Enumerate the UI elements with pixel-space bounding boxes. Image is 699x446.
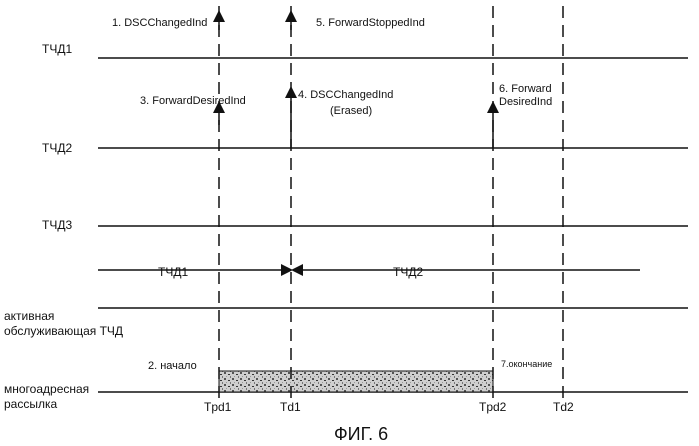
row-label-tchd3: ТЧД3	[42, 218, 72, 232]
event-label-4-line1: 4. DSCChangedInd	[298, 89, 393, 101]
row-label-multicast-1: многоадресная	[4, 382, 89, 396]
event-label-7: 7.окончание	[501, 359, 552, 369]
time-label-tpd1: Tpd1	[204, 400, 232, 414]
row-label-active-2: обслуживающая ТЧД	[4, 324, 123, 338]
event-label-5: 5. ForwardStoppedInd	[316, 17, 425, 29]
time-label-tpd2: Tpd2	[479, 400, 507, 414]
event-label-1: 1. DSCChangedInd	[112, 17, 207, 29]
row-label-tchd2: ТЧД2	[42, 141, 72, 155]
segment-label-right: ТЧД2	[393, 265, 423, 279]
time-label-td2: Td2	[553, 400, 574, 414]
event-label-6-line1: 6. Forward	[499, 83, 552, 95]
multicast-band	[219, 371, 493, 392]
event-label-4-line2: (Erased)	[330, 105, 372, 117]
event-label-6-line2: DesiredInd	[499, 96, 552, 108]
row-label-multicast-2: рассылка	[4, 397, 57, 411]
segment-label-left: ТЧД1	[158, 265, 188, 279]
row-label-active-1: активная	[4, 309, 54, 323]
event-label-3: 3. ForwardDesiredInd	[140, 95, 246, 107]
time-label-td1: Td1	[280, 400, 301, 414]
event-label-2: 2. начало	[148, 360, 197, 372]
figure-caption: ФИГ. 6	[334, 424, 388, 444]
row-label-tchd1: ТЧД1	[42, 42, 72, 56]
